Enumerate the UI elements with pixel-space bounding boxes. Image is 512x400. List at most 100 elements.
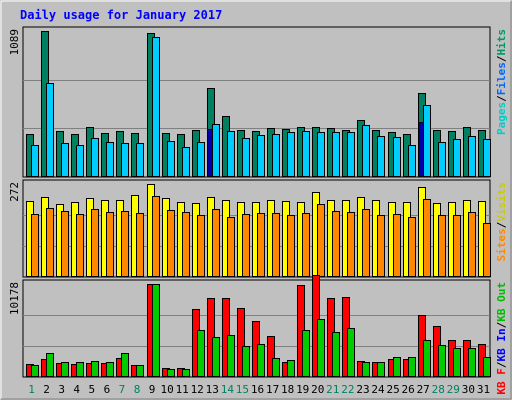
x-tick-label: 27 [417,383,430,396]
x-tick-label: 30 [462,383,475,396]
bar [197,215,205,277]
y-max-label: 1089 [8,29,21,56]
legend-entry: Files [495,62,508,95]
bar [302,330,310,377]
x-tick-label: 14 [221,383,235,396]
bar [237,308,245,377]
bar [362,362,370,377]
bar [468,348,476,377]
bar [453,139,461,177]
x-tick-label: 25 [386,383,399,396]
bar [408,217,416,277]
legend-entry: KB In [495,328,508,361]
bar [453,215,461,277]
bar [302,131,310,177]
legend: Pages/Files/Hits [495,29,508,135]
legend-entry: / [495,95,508,102]
legend-entry: Hits [495,29,508,56]
bar [257,213,265,277]
bar [91,209,99,277]
bar [212,209,220,277]
bar [152,284,160,377]
bar [393,137,401,177]
bar [468,136,476,177]
x-tick-label: 11 [176,383,189,396]
bar [76,214,84,277]
bar [362,209,370,277]
legend-entry: / [495,221,508,228]
x-tick-label: 29 [447,383,460,396]
legend: Sites/Visits [495,182,508,262]
legend-entry: KB F [495,368,508,395]
bar [46,83,54,177]
bar [272,358,280,377]
bar [453,348,461,377]
bar [438,215,446,277]
bar [287,215,295,277]
x-tick-label: 10 [160,383,173,396]
bar [212,124,220,177]
bar [242,346,250,377]
x-tick-label: 1 [28,383,35,396]
bar [257,344,265,377]
x-tick-label: 2 [43,383,50,396]
bar [212,337,220,377]
x-tick-label: 24 [371,383,385,396]
x-tick-label: 22 [341,383,354,396]
x-tick-label: 19 [296,383,309,396]
bar [121,143,129,177]
bar [106,212,114,277]
legend-entry: / [495,321,508,328]
x-tick-label: 8 [134,383,141,396]
bar [377,362,385,377]
bar [423,199,431,277]
legend-entry: Sites [495,228,508,261]
panel-2: 272 Sites/Visits [8,179,508,278]
bar [121,211,129,277]
bar [61,143,69,177]
bar [408,357,416,377]
y-max-label: 10178 [8,282,21,315]
bar [152,37,160,177]
bar [182,369,190,377]
bar [423,340,431,377]
bar [347,328,355,377]
x-tick-label: 31 [477,383,490,396]
bar [317,319,325,377]
bar [152,196,160,277]
bar [197,330,205,377]
x-tick-label: 20 [311,383,324,396]
bar [362,125,370,177]
x-axis-day-labels: 1 2 3 4 5 6 7 8 9 10 11 12 13 14 15 16 17 18 19 20 21 22 23 24 2… [28,383,490,396]
bar [227,335,235,377]
bar [408,145,416,177]
bar [393,357,401,377]
bar [377,215,385,277]
bar [31,145,39,177]
chart-panels: 1089Pages/Files/Hits272Sites/Visits10178… [8,26,508,395]
bar [136,365,144,377]
bar [468,212,476,277]
bar [167,210,175,277]
bar [167,369,175,377]
bar [377,136,385,177]
bar [302,213,310,277]
bar [272,134,280,177]
bar [167,141,175,177]
legend-entry: Visits [495,182,508,222]
bar [483,357,491,377]
bar [423,105,431,177]
legend-entry: Pages [495,102,508,135]
bar [182,212,190,277]
legend-entry: / [495,55,508,62]
bar [106,142,114,177]
x-tick-label: 17 [266,383,279,396]
bar [31,214,39,277]
bar [197,142,205,177]
bar [257,135,265,177]
bar [182,147,190,177]
bar [267,336,275,377]
x-tick-label: 28 [432,383,445,396]
